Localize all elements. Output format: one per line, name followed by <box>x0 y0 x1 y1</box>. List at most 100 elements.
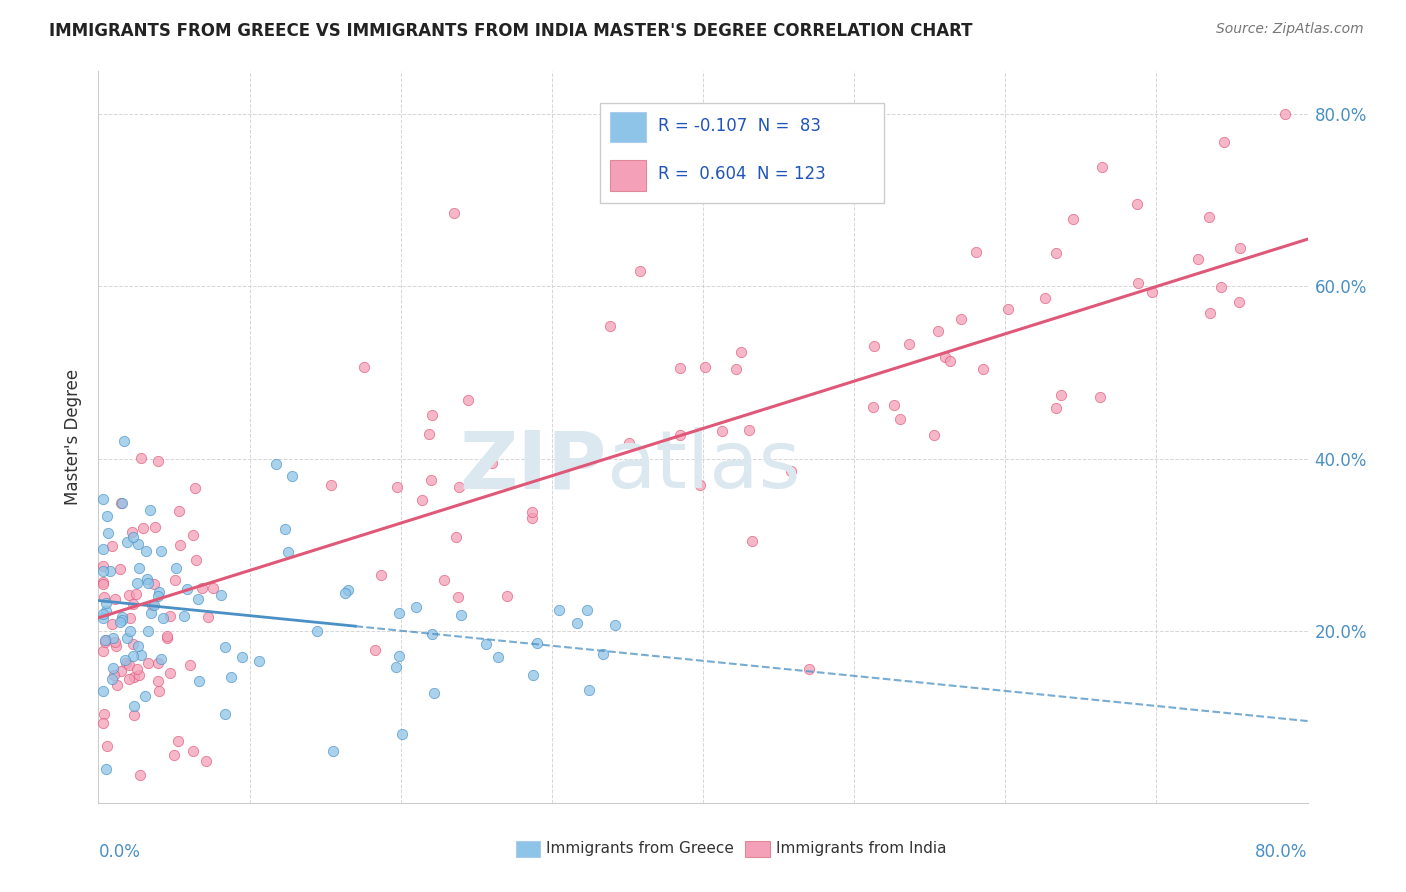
Point <box>181 528 204 542</box>
Point <box>526 636 548 650</box>
Point <box>112 434 135 449</box>
Point <box>187 673 209 688</box>
Point <box>194 754 217 768</box>
Point <box>141 598 163 612</box>
Point <box>103 668 125 682</box>
Point <box>94 632 117 647</box>
Point <box>111 609 134 624</box>
Point <box>231 650 253 665</box>
Point <box>136 572 159 586</box>
Point <box>162 748 184 763</box>
Point <box>1062 211 1084 226</box>
Point <box>578 682 600 697</box>
Point <box>450 607 472 622</box>
Point <box>110 496 132 510</box>
Point <box>135 543 157 558</box>
Point <box>150 652 173 666</box>
Point <box>167 734 190 748</box>
Point <box>449 480 471 494</box>
Point <box>103 592 125 607</box>
Point <box>111 496 134 510</box>
Point <box>444 530 467 544</box>
Point <box>274 522 297 536</box>
Point <box>1126 277 1149 291</box>
Point <box>333 586 356 600</box>
Point <box>1050 387 1073 401</box>
Point <box>423 686 446 700</box>
Point <box>121 524 143 539</box>
Point <box>121 530 143 544</box>
Point <box>474 637 496 651</box>
Point <box>110 615 132 629</box>
Point <box>628 264 651 278</box>
Point <box>418 427 440 442</box>
Point <box>111 613 134 627</box>
Point <box>605 618 627 632</box>
Text: ZIP: ZIP <box>458 427 606 506</box>
Point <box>91 564 114 578</box>
Point <box>169 538 191 552</box>
Point <box>202 581 225 595</box>
Point <box>522 668 544 682</box>
Point <box>457 392 479 407</box>
Point <box>1227 295 1250 310</box>
Point <box>965 245 987 260</box>
Point <box>159 608 181 623</box>
Point <box>91 575 114 590</box>
Point <box>1033 291 1056 305</box>
Point <box>433 573 456 587</box>
Point <box>122 670 145 684</box>
Point <box>159 666 181 681</box>
Point <box>1199 306 1222 320</box>
Point <box>143 519 166 533</box>
Point <box>148 585 170 599</box>
Point <box>1198 211 1220 225</box>
Point <box>104 635 127 649</box>
Point <box>214 640 236 654</box>
Point <box>520 505 543 519</box>
FancyBboxPatch shape <box>600 103 884 203</box>
Point <box>127 537 149 551</box>
Point <box>98 564 121 578</box>
Point <box>148 454 170 468</box>
Point <box>219 670 242 684</box>
Point <box>115 656 138 670</box>
Point <box>209 588 232 602</box>
Point <box>281 469 304 483</box>
Point <box>91 644 114 658</box>
Point <box>121 637 143 651</box>
FancyBboxPatch shape <box>745 841 769 857</box>
Point <box>96 739 118 753</box>
Point <box>152 610 174 624</box>
Point <box>1274 107 1296 121</box>
Point <box>128 561 150 575</box>
Point <box>780 464 803 478</box>
Point <box>337 582 360 597</box>
Point <box>486 650 509 665</box>
Point <box>319 478 342 492</box>
Point <box>146 673 169 688</box>
Point <box>101 673 124 687</box>
Point <box>139 502 162 516</box>
Point <box>576 603 599 617</box>
Text: Source: ZipAtlas.com: Source: ZipAtlas.com <box>1216 22 1364 37</box>
Point <box>1211 280 1233 294</box>
Point <box>950 311 973 326</box>
Point <box>91 716 114 731</box>
Text: Immigrants from Greece: Immigrants from Greece <box>546 840 734 855</box>
Point <box>142 577 165 591</box>
Point <box>592 647 614 661</box>
Point <box>617 435 640 450</box>
Point <box>118 611 141 625</box>
Point <box>247 654 270 668</box>
Point <box>522 511 544 525</box>
Point <box>146 589 169 603</box>
Point <box>108 562 131 576</box>
Point <box>96 508 118 523</box>
Point <box>1229 242 1251 256</box>
Y-axis label: Master's Degree: Master's Degree <box>65 369 83 505</box>
Point <box>322 744 344 758</box>
Point <box>862 400 884 414</box>
Point <box>934 350 956 364</box>
Point <box>447 590 470 604</box>
